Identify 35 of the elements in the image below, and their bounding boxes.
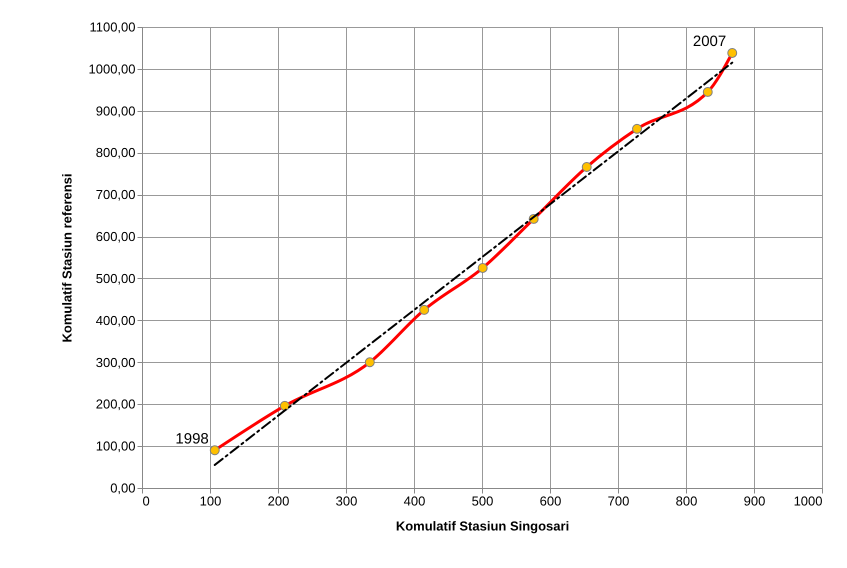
y-tick-label: 700,00: [96, 187, 136, 202]
x-tick-label: 900: [744, 494, 766, 508]
x-tick-label: 100: [200, 494, 222, 508]
x-tick-label: 200: [268, 494, 290, 508]
x-tick-label: 300: [336, 494, 358, 508]
y-tick-label: 0,00: [110, 480, 136, 496]
x-tick-label: 800: [676, 494, 698, 508]
y-tick-label: 1100,00: [89, 20, 136, 34]
x-tick-label: 500: [472, 494, 494, 508]
point: [210, 445, 220, 456]
annotation: 2007: [692, 32, 726, 50]
y-tick-label: 500,00: [96, 270, 136, 286]
y-tick-label: 800,00: [96, 145, 136, 160]
y-tick-label: 600,00: [96, 229, 136, 244]
point: [478, 263, 488, 273]
annotation: 1998: [175, 430, 209, 448]
y-tick-label: 100,00: [96, 438, 136, 454]
y-tick-label: 300,00: [96, 354, 136, 370]
x-tick-label: 1000: [794, 494, 822, 508]
point: [419, 304, 430, 315]
point: [727, 48, 738, 58]
x-tick-label: 0: [142, 494, 150, 508]
y-tick-label: 900,00: [96, 103, 136, 118]
point: [364, 357, 375, 368]
x-axis-title: Komulatif Stasiun Singosari: [396, 518, 570, 534]
y-tick-label: 400,00: [96, 312, 136, 328]
y-tick-label: 1000,00: [88, 61, 136, 76]
x-tick-label: 600: [540, 494, 562, 508]
x-tick-label: 700: [608, 494, 630, 508]
y-axis-title: Komulatif Stasiun referensi: [60, 173, 75, 343]
y-tick-label: 200,00: [96, 396, 136, 412]
point: [582, 162, 592, 172]
point: [632, 124, 642, 134]
x-tick-label: 400: [404, 494, 426, 508]
point: [702, 86, 713, 97]
